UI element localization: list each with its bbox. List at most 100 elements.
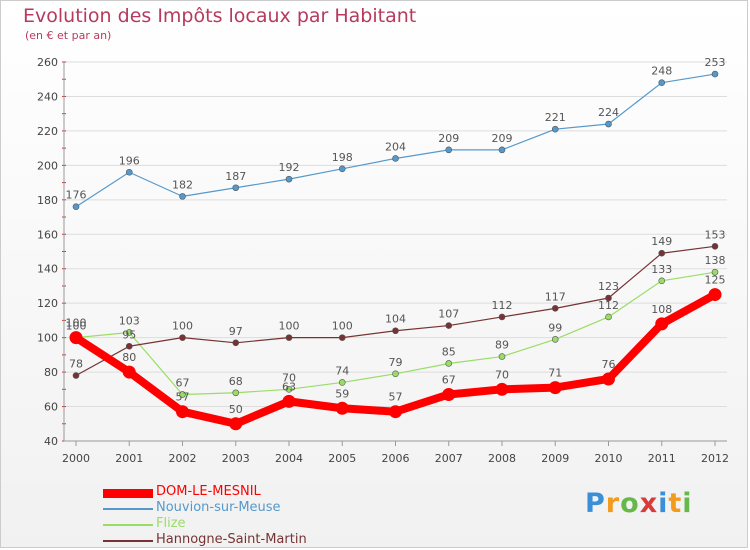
x-tick-label: 2002 [169,452,197,465]
data-point [179,391,186,398]
data-label: 104 [385,313,406,326]
y-tick-label: 100 [37,332,58,345]
data-point [658,249,666,257]
chart-title: Evolution des Impôts locaux par Habitant [23,5,417,27]
data-label: 70 [495,368,509,381]
data-label: 57 [389,391,403,404]
axes: 40 60 80 100 120 140 160 180 200 220 240 260 2000 200… [37,56,729,465]
data-point [338,165,346,173]
data-point [179,334,186,341]
data-point [338,334,346,341]
data-label: 192 [279,161,300,174]
data-label: 153 [705,228,726,241]
legend-swatch [103,524,153,526]
data-label: 253 [705,56,726,69]
data-point [605,313,612,321]
x-tick-label: 2004 [275,452,303,465]
data-point [125,329,133,336]
proxiti-logo: Proxiti [585,488,693,519]
chart-subtitle: (en € et par an) [25,29,112,42]
y-tick-label: 220 [37,125,58,138]
data-point [122,365,136,379]
data-label: 50 [229,403,243,416]
data-point [498,353,506,360]
data-point [232,339,240,347]
y-tick-label: 80 [44,366,58,379]
y-tick-label: 140 [37,263,58,276]
data-label: 204 [385,140,406,153]
data-label: 74 [335,364,349,377]
data-point [72,372,80,379]
data-label: 108 [651,303,672,316]
data-point [335,401,349,415]
data-label: 100 [66,317,87,330]
y-tick-label: 160 [37,228,58,241]
logo-letter: r [605,488,621,519]
data-label: 133 [651,263,672,276]
data-point [285,334,293,341]
grid [64,61,727,442]
data-point [125,342,133,350]
logo-letter: o [620,488,640,519]
data-label: 67 [442,373,456,386]
x-tick-label: 2006 [382,452,410,465]
data-point [655,317,669,331]
data-point [392,327,399,335]
data-point [72,203,80,211]
data-point [285,175,293,183]
data-label: 78 [69,358,83,371]
data-label: 112 [492,299,513,312]
data-point [232,184,240,192]
data-point [442,387,456,401]
data-point [176,405,189,419]
data-point [179,193,186,200]
logo-letter: t [668,488,683,519]
data-point [125,168,133,176]
data-point [229,417,243,431]
data-label: 85 [442,345,456,358]
data-point [658,277,666,285]
y-tick-label: 200 [37,159,58,172]
data-label: 112 [598,299,619,312]
data-point [605,294,612,302]
data-label: 79 [389,356,403,369]
data-label: 57 [176,391,190,404]
data-point [69,331,83,345]
x-tick-label: 2000 [62,452,90,465]
y-tick-label: 120 [37,297,58,310]
legend-label: Hannogne-Saint-Martin [156,532,307,547]
data-label: 100 [279,320,300,333]
data-point [445,146,453,154]
x-tick-label: 2003 [222,452,250,465]
data-point [285,386,293,393]
legend-swatch [103,540,153,542]
x-tick-label: 2012 [701,452,729,465]
logo-letter: x [639,488,659,519]
series-lines [69,70,722,431]
data-point [708,288,722,302]
data-label: 196 [119,154,140,167]
x-tick-label: 2011 [648,452,676,465]
x-tick-label: 2010 [595,452,623,465]
data-label: 224 [598,106,619,119]
data-label: 68 [229,375,243,388]
data-point [338,379,346,386]
data-label: 67 [176,376,190,389]
data-point [445,360,453,367]
legend-swatch [103,488,153,498]
data-label: 80 [122,351,136,364]
data-label: 100 [332,320,353,333]
data-point [658,79,666,86]
y-tick-label: 60 [44,401,58,414]
data-label: 95 [122,328,136,341]
data-label: 71 [548,367,562,380]
data-point [498,313,506,321]
data-point [232,389,240,397]
data-label: 103 [119,314,140,327]
data-label: 187 [225,170,246,183]
data-label: 149 [651,235,672,248]
data-label: 70 [282,371,296,384]
data-label: 107 [438,308,459,321]
logo-letter: i [682,488,693,519]
